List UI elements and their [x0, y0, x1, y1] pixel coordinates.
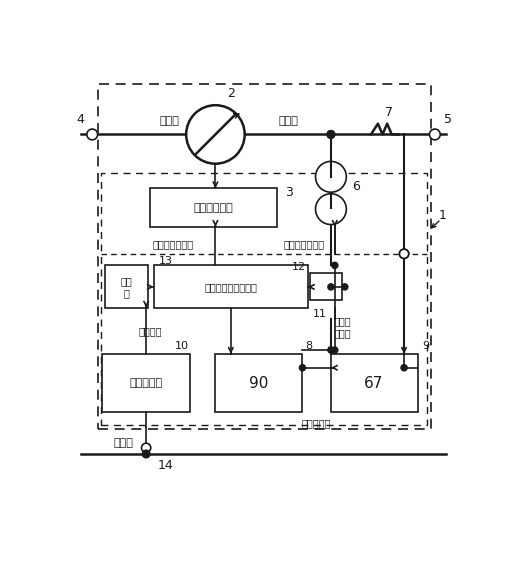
Text: 67: 67: [365, 375, 383, 390]
Text: 通信回路部: 通信回路部: [130, 378, 163, 388]
Circle shape: [328, 347, 334, 353]
Circle shape: [342, 284, 348, 290]
Text: 11: 11: [312, 309, 326, 319]
Bar: [154, 265, 308, 308]
Text: 設定
器: 設定 器: [121, 276, 133, 298]
Text: タップ切替指令: タップ切替指令: [284, 240, 325, 250]
Circle shape: [315, 194, 346, 225]
Circle shape: [332, 262, 338, 269]
Circle shape: [328, 284, 334, 290]
Bar: [102, 354, 190, 412]
Text: 6: 6: [352, 181, 359, 193]
Circle shape: [399, 249, 409, 258]
Circle shape: [186, 105, 245, 164]
Circle shape: [327, 131, 335, 139]
Bar: [310, 273, 343, 300]
Text: 逆潮流情報: 逆潮流情報: [302, 418, 331, 428]
Text: 10: 10: [175, 341, 189, 351]
Text: 8: 8: [305, 341, 312, 351]
Text: タップ切替完了: タップ切替完了: [153, 240, 194, 250]
Text: 7: 7: [385, 106, 393, 120]
Bar: [105, 265, 148, 308]
Text: 1: 1: [439, 209, 446, 222]
Text: 5: 5: [444, 113, 452, 125]
Text: タップ切替器: タップ切替器: [193, 202, 233, 213]
Text: 14: 14: [158, 459, 173, 472]
Text: 4: 4: [77, 113, 84, 125]
Circle shape: [300, 365, 306, 371]
Text: タップ切替制御回路: タップ切替制御回路: [204, 282, 257, 292]
Text: 一次側: 一次側: [159, 116, 179, 125]
Circle shape: [87, 129, 98, 140]
Circle shape: [399, 249, 409, 258]
Bar: [101, 173, 427, 425]
Circle shape: [315, 162, 346, 192]
Text: タップ
昇降圧: タップ 昇降圧: [334, 316, 351, 338]
Circle shape: [141, 443, 151, 453]
Circle shape: [332, 347, 338, 353]
Text: 通信線: 通信線: [113, 438, 133, 449]
Text: 3: 3: [285, 186, 292, 199]
Bar: [98, 85, 431, 428]
Bar: [150, 189, 277, 227]
Text: 12: 12: [291, 262, 306, 272]
Circle shape: [327, 131, 335, 139]
Text: 9: 9: [422, 341, 429, 351]
Bar: [331, 354, 418, 412]
Text: 90: 90: [249, 375, 268, 390]
Circle shape: [401, 365, 407, 371]
Bar: [216, 354, 303, 412]
Circle shape: [142, 450, 150, 458]
Circle shape: [430, 129, 440, 140]
Text: 二次側: 二次側: [279, 116, 298, 125]
Text: 系統情報: 系統情報: [138, 326, 162, 336]
Text: 2: 2: [227, 87, 235, 100]
Text: 13: 13: [158, 256, 173, 266]
